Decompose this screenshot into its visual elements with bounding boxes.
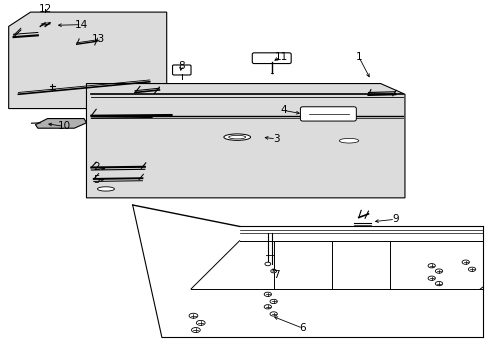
Text: 14: 14 bbox=[75, 19, 88, 30]
Ellipse shape bbox=[434, 269, 442, 273]
Ellipse shape bbox=[224, 134, 250, 140]
Text: 8: 8 bbox=[178, 61, 184, 71]
Polygon shape bbox=[86, 84, 404, 198]
Ellipse shape bbox=[97, 187, 114, 191]
Text: 5: 5 bbox=[93, 175, 100, 185]
Text: 1: 1 bbox=[355, 52, 361, 62]
Text: 3: 3 bbox=[272, 134, 279, 144]
Text: 7: 7 bbox=[272, 270, 279, 280]
Text: 2: 2 bbox=[93, 162, 100, 172]
FancyBboxPatch shape bbox=[172, 65, 191, 75]
Text: 4: 4 bbox=[280, 105, 286, 115]
FancyBboxPatch shape bbox=[252, 53, 290, 64]
Ellipse shape bbox=[434, 282, 442, 286]
Ellipse shape bbox=[339, 138, 358, 143]
Ellipse shape bbox=[196, 320, 204, 325]
FancyBboxPatch shape bbox=[300, 107, 356, 121]
Text: 13: 13 bbox=[92, 34, 105, 44]
Ellipse shape bbox=[264, 305, 271, 309]
Ellipse shape bbox=[264, 292, 271, 296]
Text: 12: 12 bbox=[39, 4, 52, 14]
Polygon shape bbox=[35, 118, 86, 128]
Ellipse shape bbox=[264, 262, 270, 266]
Ellipse shape bbox=[461, 260, 468, 264]
Ellipse shape bbox=[427, 276, 434, 280]
Polygon shape bbox=[9, 12, 166, 109]
Text: 11: 11 bbox=[274, 52, 287, 62]
Ellipse shape bbox=[228, 135, 245, 139]
Text: 6: 6 bbox=[299, 323, 305, 333]
Ellipse shape bbox=[189, 313, 198, 318]
Ellipse shape bbox=[270, 269, 276, 273]
Text: 10: 10 bbox=[58, 121, 71, 131]
Text: 9: 9 bbox=[391, 214, 398, 224]
Ellipse shape bbox=[427, 264, 434, 268]
Ellipse shape bbox=[191, 328, 200, 333]
Ellipse shape bbox=[269, 312, 277, 316]
Ellipse shape bbox=[468, 267, 475, 271]
Ellipse shape bbox=[269, 299, 277, 303]
